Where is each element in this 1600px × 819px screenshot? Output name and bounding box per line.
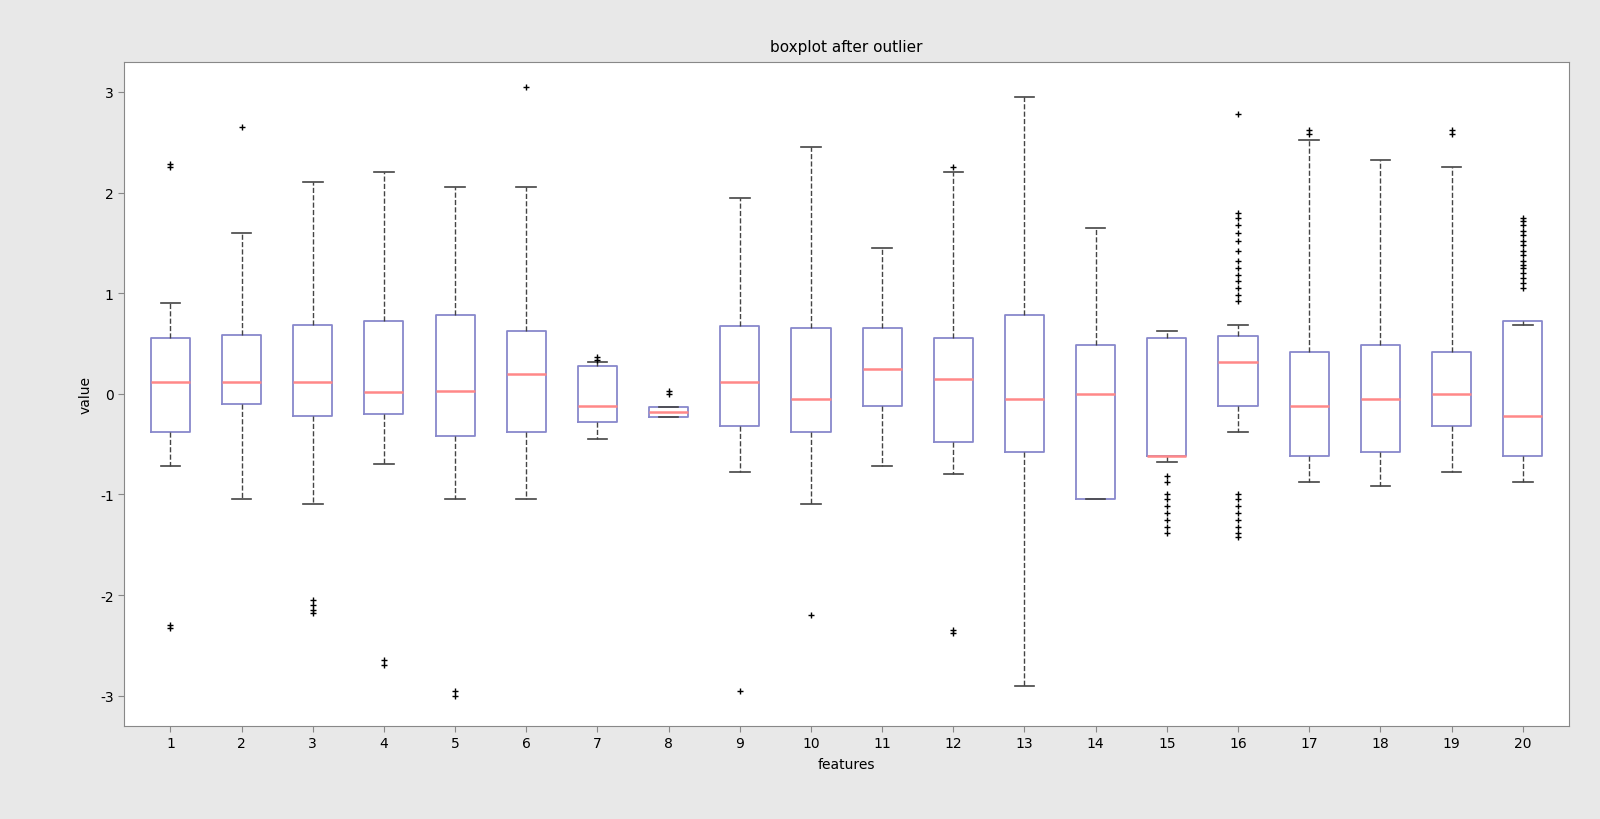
X-axis label: features: features <box>818 758 875 771</box>
Title: boxplot after outlier: boxplot after outlier <box>770 39 923 55</box>
Y-axis label: value: value <box>78 375 93 414</box>
